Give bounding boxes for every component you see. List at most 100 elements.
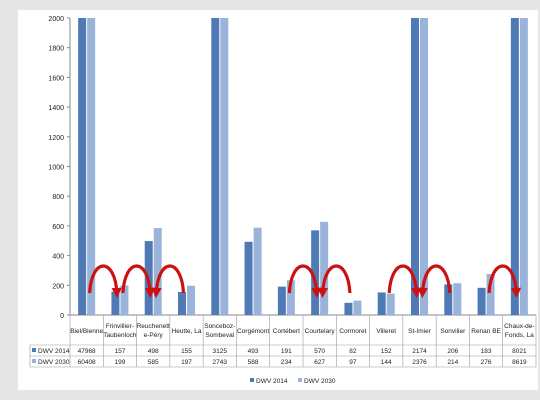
data-label: 493 [248, 348, 259, 355]
x-tick-label: Chaux-de- [504, 323, 534, 330]
bar [187, 285, 195, 315]
bar [377, 292, 386, 315]
bar [178, 291, 186, 315]
data-label: 588 [248, 359, 259, 366]
x-tick-label: Villeret [376, 328, 396, 335]
bar [111, 291, 120, 315]
bar [320, 221, 329, 315]
bar [411, 18, 419, 315]
curved-arrow [88, 264, 122, 299]
y-tick-label: 800 [52, 194, 64, 201]
y-tick-label: 0 [60, 313, 64, 320]
x-tick-label: Sonvilier [440, 328, 466, 335]
data-label: 570 [314, 348, 325, 355]
y-tick-label: 1800 [48, 46, 64, 53]
x-tick-label: Renan BE [471, 328, 501, 335]
data-label: 183 [481, 348, 492, 355]
data-label: 627 [314, 359, 325, 366]
bar [244, 241, 253, 315]
data-label: 144 [381, 359, 392, 366]
data-label: 2743 [213, 359, 228, 366]
bar [344, 302, 353, 315]
bar [510, 18, 519, 315]
data-label: 8619 [512, 359, 527, 366]
x-tick-label: Taubenloch [103, 332, 137, 339]
bar [386, 293, 395, 315]
bar [353, 300, 362, 315]
data-label: 82 [349, 348, 357, 355]
y-tick-label: 1200 [48, 135, 64, 142]
data-label: 214 [447, 359, 458, 366]
data-label: 157 [114, 348, 125, 355]
curved-arrow [151, 264, 186, 299]
bar [220, 18, 229, 315]
y-tick-label: 1000 [48, 165, 64, 172]
y-tick-label: 200 [52, 283, 64, 290]
data-label: 498 [148, 348, 159, 355]
curved-arrow [417, 264, 452, 299]
x-tick-label: Reuchenett [137, 323, 170, 330]
data-label: 97 [349, 359, 357, 366]
data-label: 2376 [412, 359, 427, 366]
bar [211, 18, 220, 315]
data-label: 191 [281, 348, 292, 355]
legend-swatch [250, 378, 254, 382]
curved-arrow [317, 264, 352, 299]
x-tick-label: Fonds, La [505, 332, 534, 339]
bar [477, 287, 486, 315]
x-tick-label: e-Péry [144, 332, 164, 339]
legend-label: DWV 2030 [304, 378, 336, 385]
bar [444, 284, 453, 315]
data-label: 585 [148, 359, 159, 366]
data-label: 276 [481, 359, 492, 366]
x-tick-label: Cortébert [273, 328, 300, 335]
table-legend-key [32, 359, 36, 363]
y-tick-label: 1400 [48, 105, 64, 112]
data-label: 206 [447, 348, 458, 355]
data-label: 3125 [213, 348, 228, 355]
data-label: 60408 [78, 359, 96, 366]
bar [311, 230, 320, 315]
bar [277, 286, 286, 315]
bar [519, 18, 528, 315]
bar [253, 227, 262, 315]
bar [78, 18, 87, 315]
bar [286, 280, 295, 315]
data-label: 199 [114, 359, 125, 366]
data-label: 155 [181, 348, 192, 355]
chart-frame: 0 200 400 600 800 1000 1200 1400 1600 1800 2000 Bie… [18, 10, 538, 390]
y-tick-label: 400 [52, 254, 64, 261]
y-tick-label: 600 [52, 224, 64, 231]
x-tick-label: Heutte, La [172, 328, 202, 335]
x-tick-label: Sombeval [205, 332, 234, 339]
y-tick-label: 1600 [48, 75, 64, 82]
x-tick-label: Sonceboz- [204, 323, 235, 330]
data-label: 47968 [78, 348, 96, 355]
curved-arrow [487, 264, 522, 299]
y-tick-label: 2000 [48, 16, 64, 23]
table-legend-key [32, 348, 36, 352]
data-label: 152 [381, 348, 392, 355]
curved-arrow [121, 264, 156, 299]
bar [486, 274, 495, 315]
data-label: 8021 [512, 348, 527, 355]
table-series-label: DWV 2014 [38, 348, 70, 355]
bar [153, 228, 162, 315]
x-tick-label: Biel/Bienne [70, 328, 103, 335]
bar [453, 283, 462, 315]
data-label: 2174 [412, 348, 427, 355]
x-tick-label: Frinvillier- [106, 323, 134, 330]
x-tick-label: Cormoret [339, 328, 366, 335]
x-tick-label: Courtelary [305, 328, 336, 335]
table-series-label: DWV 2030 [38, 359, 70, 366]
x-tick-label: St-Imier [408, 328, 432, 335]
curved-arrow [387, 264, 422, 299]
legend-label: DWV 2014 [256, 378, 288, 385]
bar-chart: 0 200 400 600 800 1000 1200 1400 1600 1800 2000 Bie… [29, 16, 537, 385]
data-label: 197 [181, 359, 192, 366]
legend-swatch [298, 378, 302, 382]
bar [420, 18, 428, 315]
bar [120, 285, 129, 315]
curved-arrow [287, 264, 322, 299]
bar [87, 18, 96, 315]
